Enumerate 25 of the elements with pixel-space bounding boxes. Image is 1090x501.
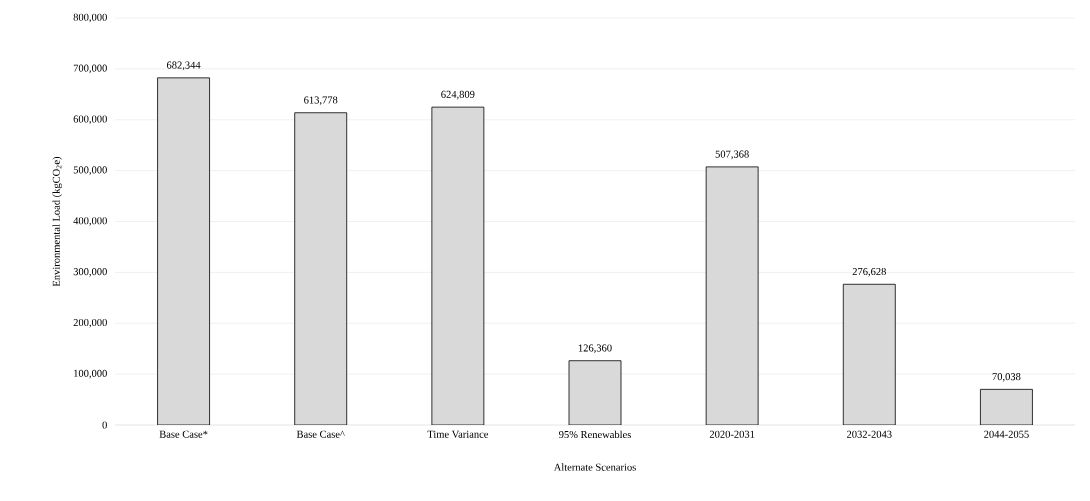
x-tick-label: 2032-2043: [847, 430, 892, 438]
y-tick-label: 600,000: [73, 115, 107, 125]
data-label: 70,038: [992, 373, 1021, 382]
x-tick-label: Base Case^: [296, 430, 345, 438]
y-tick-label: 400,000: [73, 217, 107, 226]
y-tick-label: 800,000: [73, 13, 107, 23]
data-label: 682,344: [166, 61, 201, 71]
y-tick-label: 200,000: [73, 318, 107, 328]
y-axis-title: Environmental Load (kgCO$_{2}$e): [52, 156, 62, 287]
data-label: 126,360: [578, 344, 612, 354]
x-tick-label: 2020-2031: [709, 430, 755, 438]
y-tick-label: 0: [102, 421, 107, 429]
data-label: 624,809: [441, 90, 475, 100]
y-tick-label: 500,000: [73, 166, 107, 175]
x-axis-title: Alternate Scenarios: [553, 463, 636, 471]
data-label: 613,778: [304, 96, 338, 106]
data-label: 507,368: [715, 150, 749, 160]
x-tick-label: 2044-2055: [984, 430, 1029, 438]
x-tick-label: 95% Renewables: [559, 430, 631, 439]
y-tick-label: 100,000: [74, 369, 107, 379]
y-tick-label: 300,000: [73, 268, 107, 277]
data-label: 276,628: [852, 267, 886, 277]
y-tick-label: 700,000: [73, 64, 107, 74]
x-tick-label: Base Case*: [159, 430, 208, 438]
x-tick-label: Time Variance: [427, 430, 489, 438]
